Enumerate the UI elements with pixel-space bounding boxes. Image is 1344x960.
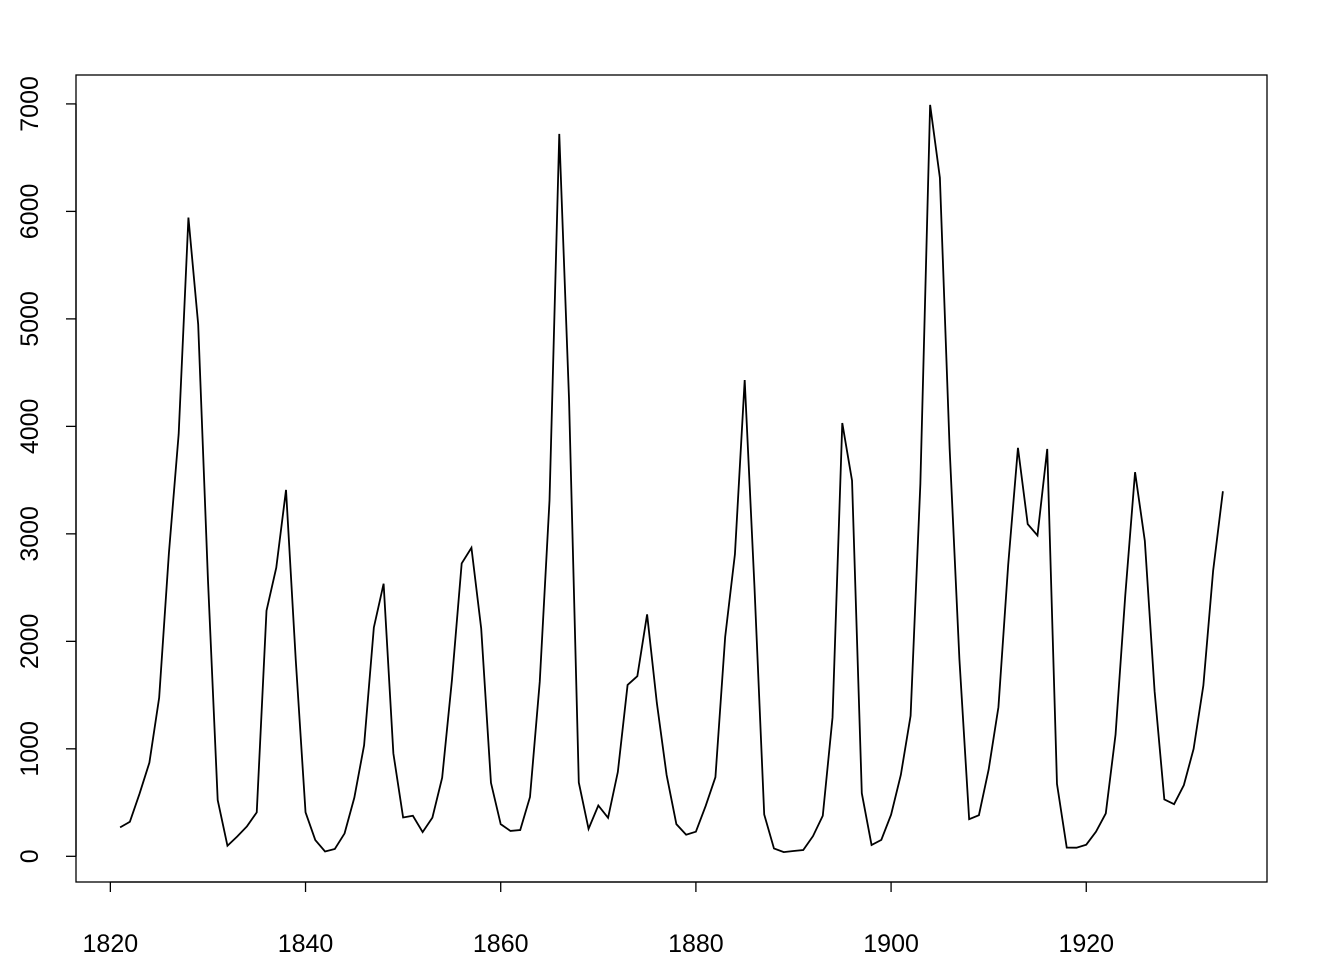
y-tick-label: 1000 <box>16 721 44 777</box>
x-tick-label: 1840 <box>278 930 334 958</box>
y-tick-label: 2000 <box>16 614 44 670</box>
x-tick-label: 1920 <box>1058 930 1114 958</box>
y-tick-label: 4000 <box>16 399 44 455</box>
y-tick-label: 0 <box>16 849 44 863</box>
y-tick-label: 6000 <box>16 184 44 240</box>
x-tick-label: 1900 <box>863 930 919 958</box>
x-tick-label: 1860 <box>473 930 529 958</box>
y-tick-label: 5000 <box>16 291 44 347</box>
y-tick-label: 7000 <box>16 76 44 132</box>
y-tick-label: 3000 <box>16 506 44 562</box>
x-tick-label: 1820 <box>83 930 139 958</box>
x-tick-label: 1880 <box>668 930 724 958</box>
plot-box <box>75 74 1268 883</box>
data-line <box>119 104 1224 854</box>
